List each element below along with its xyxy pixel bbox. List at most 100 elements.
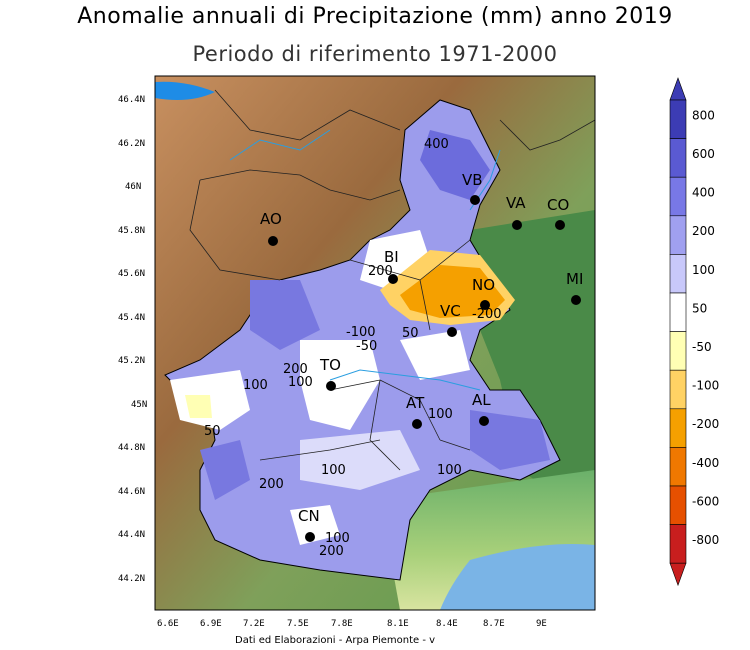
legend-label: 400 [692,186,715,200]
contour-label: 400 [424,137,449,152]
y-tick-label: 45N [131,400,147,410]
city-label: BI [384,248,399,266]
legend-label: 200 [692,224,715,238]
map-subtitle: Periodo di riferimento 1971-2000 [192,42,558,66]
legend-arrow-bottom [669,562,687,587]
anomaly-patch-low [300,430,420,490]
contour-label: -100 [346,325,376,340]
contour-label: 100 [243,378,268,393]
contour-label: 100 [325,531,350,546]
city-at: AT [406,394,425,429]
y-tick-label: 44.4N [118,530,145,540]
y-tick-label: 45.2N [118,356,145,366]
contour-label: 100 [428,407,453,422]
x-tick-label: 7.8E [331,619,353,629]
legend-colorbar: 800 600 400 200 100 50 -50 -100 -200 -400 -600 -800 [669,77,719,587]
city-cn: CN [298,507,320,542]
legend-swatch [669,176,687,217]
legend-swatch [669,215,687,255]
legend-swatch [669,138,687,178]
credit-text: Dati ed Elaborazioni - Arpa Piemonte - v [235,635,436,646]
y-axis: 46.4N 46.2N 46N 45.8N 45.6N 45.4N 45.2N … [118,95,147,584]
y-tick-label: 46.2N [118,139,145,149]
legend-swatch [669,369,687,410]
x-tick-label: 8.1E [387,619,409,629]
city-va: VA [506,194,526,230]
legend-swatch [669,331,687,371]
anomaly-negative-zone [185,395,212,418]
city-co: CO [547,196,569,230]
anomaly-patch-low [290,505,340,545]
anomaly-patch-low [360,230,430,290]
contour-labels: 400 200 -200 -100 -50 50 200 100 100 50 … [204,137,502,559]
city-label: MI [566,270,583,288]
legend-label: -400 [692,456,719,470]
city-label: AL [472,391,491,409]
anomaly-patch-high [200,440,250,500]
x-tick-label: 8.4E [436,619,458,629]
y-tick-label: 45.6N [118,269,145,279]
anomaly-patch-high [250,280,320,350]
city-label: AT [406,394,425,412]
legend-label: -800 [692,533,719,547]
city-label: NO [472,276,495,294]
city-vc: VC [440,302,461,337]
contour-label: 100 [321,463,346,478]
legend-swatch [669,524,687,564]
border-lines [189,89,595,471]
legend-label: 800 [692,108,715,122]
x-tick-label: 6.6E [157,619,179,629]
contour-label: 200 [259,477,284,492]
contour-label: 100 [437,463,462,478]
city-markers: VB VA CO AO BI NO MI VC TO AT AL CN [260,171,583,542]
legend-swatch [669,447,687,487]
legend-swatch [669,254,687,294]
contour-label: 50 [402,326,419,341]
anomaly-patch-low [300,340,380,430]
legend-swatch [669,292,687,332]
y-tick-label: 46.4N [118,95,145,105]
y-tick-label: 46N [125,182,141,192]
city-label: CO [547,196,569,214]
legend-label: -50 [692,340,712,354]
anomaly-negative-zone [400,265,505,318]
legend-label: -200 [692,417,719,431]
contour-label: 50 [204,424,221,439]
x-tick-label: 9E [536,619,547,629]
y-tick-label: 45.8N [118,226,145,236]
city-label: TO [319,356,341,374]
map-title: Anomalie annuali di Precipitazione (mm) … [77,4,673,29]
y-tick-label: 44.6N [118,487,145,497]
legend-arrow-top [669,77,687,101]
y-tick-label: 45.4N [118,313,145,323]
city-bi: BI [384,248,399,284]
contour-label: -200 [472,307,502,322]
contour-label: 200 [283,362,308,377]
city-label: AO [260,210,282,228]
contour-label: 100 [288,375,313,390]
y-tick-label: 44.2N [118,574,145,584]
legend-label: 50 [692,301,707,315]
legend-label: -600 [692,494,719,508]
contour-label: -50 [356,339,377,354]
legend-label: -100 [692,379,719,393]
x-tick-label: 7.2E [243,619,265,629]
city-no: NO [472,276,495,310]
anomaly-patch-high [420,130,490,200]
city-label: VC [440,302,461,320]
legend-label: 100 [692,263,715,277]
anomaly-patch-high [470,410,550,470]
city-label: VB [462,171,483,189]
contour-label: 200 [368,264,393,279]
city-label: CN [298,507,320,525]
legend-swatch [669,485,687,525]
city-vb: VB [462,171,483,205]
anomaly-patch-low [400,330,470,380]
city-mi: MI [566,270,583,305]
sea [440,544,595,610]
city-ao: AO [260,210,282,246]
legend-swatch [669,99,687,139]
legend-label: 600 [692,147,715,161]
y-tick-label: 44.8N [118,443,145,453]
